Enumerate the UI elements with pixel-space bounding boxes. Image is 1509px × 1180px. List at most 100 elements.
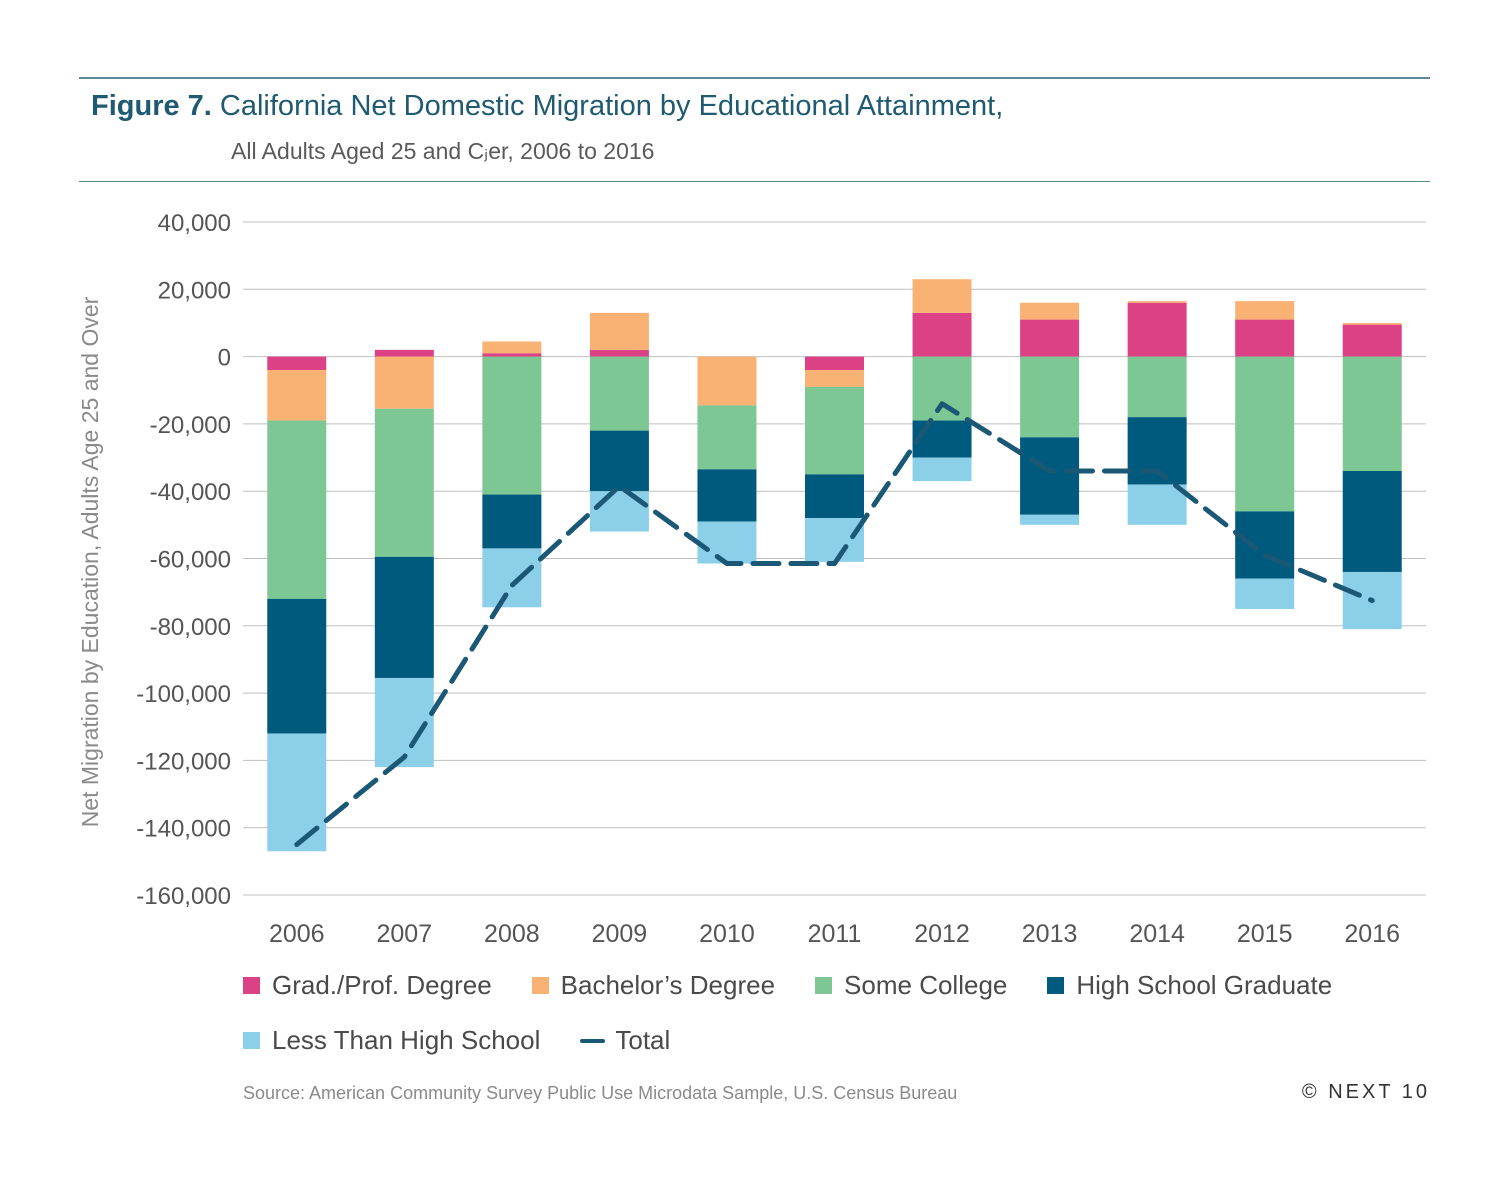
bar-segment — [1020, 302, 1080, 320]
x-tick-label: 2014 — [1129, 920, 1185, 948]
x-tick-label: 2006 — [269, 920, 325, 948]
bar-segment — [1235, 301, 1295, 320]
bar-segment — [589, 430, 649, 492]
y-tick-label: -120,000 — [136, 748, 231, 775]
legend-item-high-school: High School Graduate — [1047, 970, 1332, 1001]
bar-segment — [374, 556, 434, 678]
bar-segment — [912, 312, 972, 357]
header-bottom-rule — [79, 181, 1430, 182]
bar-segment — [482, 353, 542, 357]
bar-segment — [1235, 511, 1295, 579]
y-axis-label: Net Migration by Education, Adults Age 2… — [77, 296, 103, 827]
chart-subtitle: All Adults Aged 25 and Cⱼer, 2006 to 201… — [231, 138, 655, 164]
y-axis-ticks: 40,000 20,000 0 -20,000 -40,000 -60,000 -80,00… — [136, 210, 231, 910]
legend-label-bachelors: Bachelor’s Degree — [560, 970, 776, 1000]
y-tick-label: -40,000 — [150, 479, 231, 506]
bar-segment — [805, 518, 864, 562]
bar-segment — [589, 349, 649, 357]
x-tick-label: 2010 — [699, 920, 755, 948]
figure-label: Figure 7. — [91, 90, 212, 122]
bar-segment — [1020, 437, 1080, 515]
bar-segment — [374, 349, 434, 357]
bar-segment — [1127, 301, 1187, 303]
bar-segment — [267, 420, 327, 599]
bar-segment — [589, 312, 649, 350]
y-tick-label: -60,000 — [150, 547, 231, 574]
bar-segment — [912, 420, 972, 458]
legend-swatch-total — [580, 1038, 606, 1043]
legend-row-2: Less Than High School Total — [243, 1025, 710, 1056]
bar-segment — [805, 370, 864, 387]
bar-segment — [1342, 322, 1402, 325]
bar-segment — [697, 521, 757, 564]
bar-segment — [912, 279, 972, 313]
y-tick-label: -160,000 — [136, 883, 231, 910]
x-tick-label: 2009 — [592, 920, 648, 948]
x-tick-label: 2015 — [1237, 920, 1293, 948]
legend-item-less-than-hs: Less Than High School — [243, 1025, 540, 1056]
bar-segment — [482, 356, 542, 495]
legend-swatch-less-than-hs — [243, 1032, 260, 1049]
bar-segment — [697, 469, 757, 522]
x-tick-label: 2016 — [1344, 920, 1400, 948]
legend-swatch-bachelors — [531, 977, 549, 994]
y-tick-label: 20,000 — [158, 277, 231, 304]
y-tick-label: -140,000 — [136, 816, 231, 843]
legend-label-total: Total — [615, 1025, 671, 1055]
legend-swatch-some-college — [815, 977, 833, 994]
bar-segment — [482, 548, 542, 608]
figure-title: California Net Domestic Migration by Edu… — [219, 90, 1004, 122]
bar-segment — [912, 356, 972, 421]
legend-label-less-than-hs: Less Than High School — [272, 1025, 541, 1055]
bar-segment — [589, 491, 649, 532]
x-axis-ticks: 2006 2007 2008 2009 2010 2011 2012 2013 2014 2015… — [269, 920, 1400, 948]
bar-segment — [697, 405, 757, 470]
total-line-layer — [294, 401, 1375, 848]
bar-segment — [912, 457, 972, 482]
bar-segment — [805, 386, 864, 475]
x-tick-label: 2013 — [1022, 920, 1078, 948]
bar-segment — [1020, 356, 1080, 438]
y-tick-label: -20,000 — [150, 412, 231, 439]
chart-title: Figure 7. California Net Domestic Migrat… — [91, 90, 1003, 123]
legend-swatch-high-school — [1047, 977, 1065, 994]
bar-segment — [267, 370, 327, 421]
header-top-rule — [79, 77, 1430, 79]
bar-segment — [1127, 484, 1187, 525]
bar-segment — [697, 356, 757, 406]
bar-segment — [805, 356, 864, 371]
bar-segment — [1342, 324, 1402, 357]
bar-segment — [1235, 356, 1295, 512]
y-tick-label: -100,000 — [136, 681, 231, 708]
copyright-credit: © NEXT 10 — [1301, 1081, 1430, 1103]
bar-segment — [482, 494, 542, 549]
bar-segment — [374, 356, 434, 409]
x-tick-label: 2007 — [377, 920, 433, 948]
grid-lines — [243, 221, 1426, 896]
y-tick-label: -80,000 — [150, 614, 231, 641]
bar-segment — [1127, 356, 1187, 418]
legend-row-1: Grad./Prof. Degree Bachelor’s Degree Som… — [243, 970, 1332, 1001]
bar-segment — [805, 474, 864, 519]
bar-segment — [267, 356, 327, 371]
source-note: Source: American Community Survey Public… — [243, 1083, 958, 1103]
bar-segment — [1342, 471, 1402, 572]
bar-segment — [1342, 356, 1402, 472]
bar-segment — [1235, 319, 1295, 357]
bar-segment — [1020, 514, 1080, 525]
bar-segment — [374, 408, 434, 557]
bar-segment — [267, 733, 327, 852]
bar-segment — [1127, 417, 1187, 485]
bar-segment — [267, 598, 327, 734]
total-line — [294, 401, 1375, 848]
legend-swatch-grad-prof — [243, 977, 260, 994]
legend-label-high-school: High School Graduate — [1076, 970, 1333, 1000]
bar-segment — [1235, 578, 1295, 609]
legend-item-some-college: Some College — [815, 970, 1007, 1001]
x-tick-label: 2011 — [808, 920, 862, 948]
legend-item-total: Total — [580, 1025, 670, 1056]
bar-segment — [589, 356, 649, 431]
x-tick-label: 2008 — [484, 920, 540, 948]
y-tick-label: 0 — [218, 345, 231, 372]
